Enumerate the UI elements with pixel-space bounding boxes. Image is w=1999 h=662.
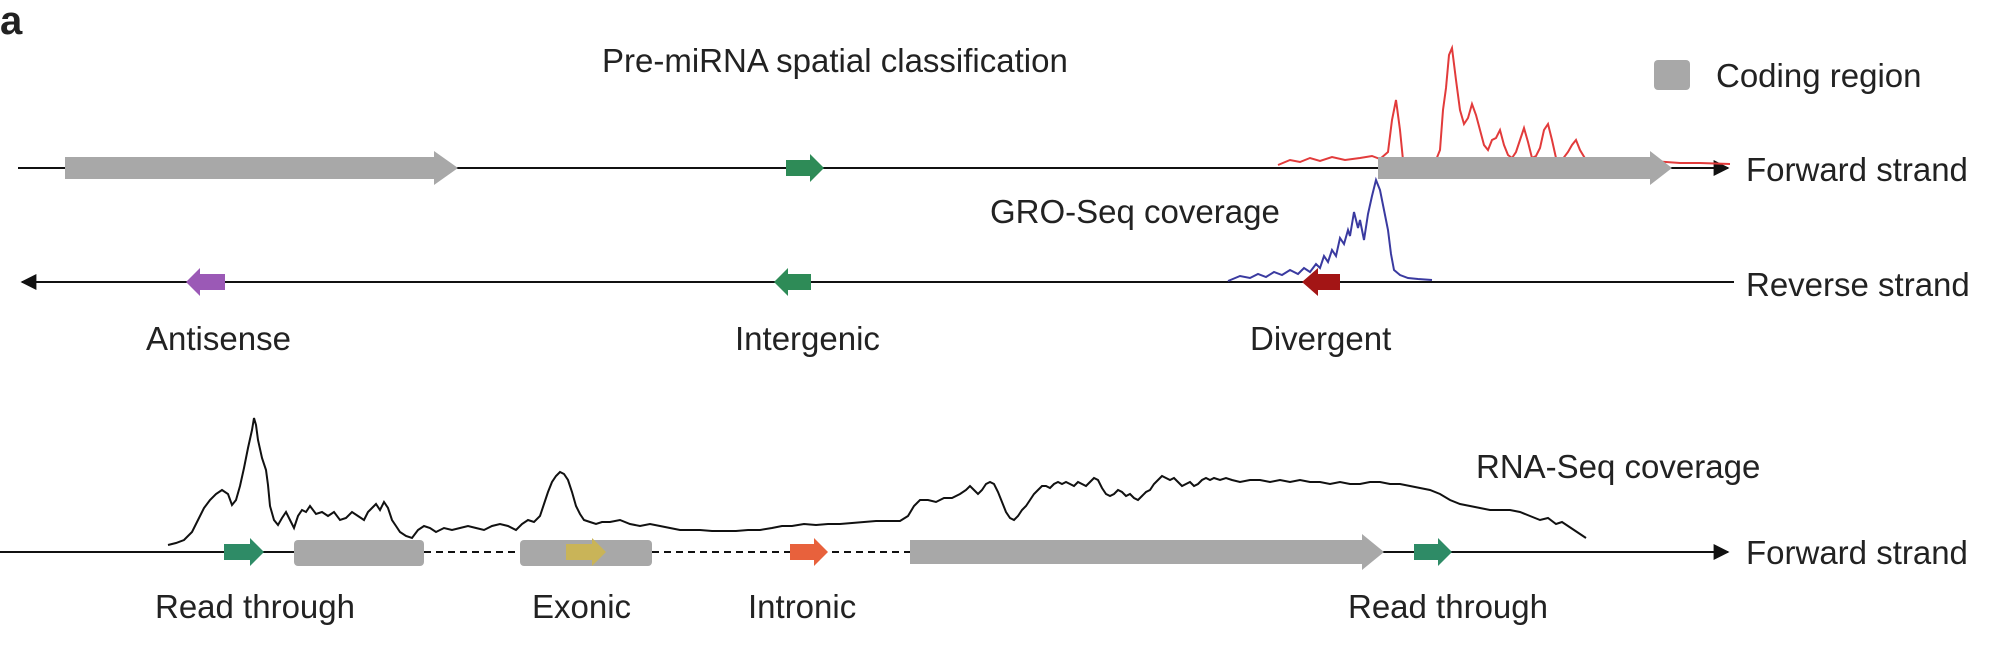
rna-seq-coverage (167, 417, 1587, 546)
reverse-strand-label: Reverse strand (1746, 266, 1970, 303)
read-through-right-label: Read through (1348, 588, 1548, 625)
gro-seq-label: GRO-Seq coverage (990, 193, 1280, 230)
intergenic-label: Intergenic (735, 320, 880, 357)
coding-region-exon-1 (294, 540, 424, 566)
intronic-mirna-arrow (790, 538, 828, 566)
gro-seq-forward-coverage (1277, 44, 1731, 166)
antisense-label: Antisense (146, 320, 291, 357)
coding-region-arrow-right (1378, 151, 1672, 185)
intronic-label: Intronic (748, 588, 856, 625)
coding-region-exon-3-arrow (910, 534, 1384, 570)
forward-strand-bottom-label: Forward strand (1746, 534, 1968, 571)
exonic-mirna-arrow (566, 538, 606, 566)
read-through-right-mirna-arrow (1414, 538, 1452, 566)
legend-label: Coding region (1716, 57, 1921, 94)
antisense-mirna-arrow (186, 268, 225, 296)
legend: Coding region (1654, 57, 1921, 94)
read-through-left-mirna-arrow (224, 538, 264, 566)
legend-swatch (1654, 60, 1690, 90)
exonic-label: Exonic (532, 588, 631, 625)
rna-seq-label: RNA-Seq coverage (1476, 448, 1760, 485)
intergenic-reverse-mirna-arrow (774, 268, 811, 296)
panel-letter: a (0, 0, 23, 43)
figure-title: Pre-miRNA spatial classification (602, 42, 1068, 79)
divergent-mirna-arrow (1302, 268, 1340, 296)
intergenic-forward-mirna-arrow (786, 154, 824, 182)
gro-seq-reverse-coverage (1227, 176, 1433, 282)
read-through-left-label: Read through (155, 588, 355, 625)
coding-region-arrow (65, 151, 458, 185)
divergent-label: Divergent (1250, 320, 1391, 357)
forward-strand-top-label: Forward strand (1746, 151, 1968, 188)
